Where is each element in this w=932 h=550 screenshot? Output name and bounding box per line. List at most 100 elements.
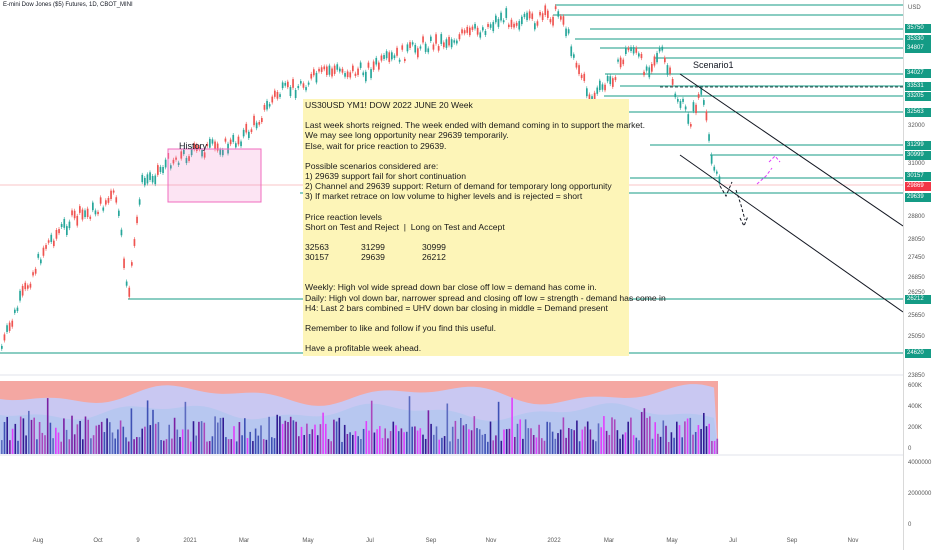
candle-body	[47, 240, 50, 243]
level-tag[interactable]: 26212	[905, 295, 931, 304]
volume-bar	[276, 414, 278, 454]
candle-body	[682, 98, 684, 102]
volume-bar	[468, 429, 470, 454]
volume-bar	[381, 438, 384, 454]
level-tag[interactable]: 35330	[905, 35, 931, 44]
price-tick: 32000	[908, 123, 925, 129]
level-tag[interactable]: 33205	[905, 92, 931, 101]
price-chart[interactable]	[0, 0, 903, 550]
volume-bar	[171, 438, 173, 454]
volume-bar	[181, 429, 184, 454]
volume-bar	[638, 440, 640, 454]
level-tag[interactable]: 34027	[905, 69, 931, 78]
volume-bar	[443, 436, 446, 454]
candle-body	[255, 122, 258, 129]
volume-tick: 400K	[908, 404, 923, 410]
level-tag[interactable]: 24620	[905, 349, 931, 358]
volume-bar	[173, 417, 176, 454]
volume-bar	[63, 418, 65, 454]
volume-bar	[422, 434, 424, 454]
candle-body	[638, 53, 640, 57]
volume-bar	[100, 421, 103, 454]
candle-body	[99, 197, 102, 204]
level-tag[interactable]: 30999	[905, 151, 931, 160]
candle-body	[214, 141, 216, 150]
candle-body	[263, 104, 266, 110]
volume-bar	[292, 420, 295, 454]
candle-body	[495, 15, 497, 23]
volume-bar	[692, 434, 694, 454]
volume-bar	[449, 441, 451, 454]
candle-body	[313, 69, 315, 76]
candle-body	[188, 156, 190, 161]
candle-body	[209, 138, 211, 148]
candle-body	[422, 36, 424, 43]
level-tag[interactable]: 31299	[905, 141, 931, 150]
volume-bar	[192, 421, 195, 454]
candle-body	[34, 268, 37, 274]
volume-bar	[122, 426, 125, 454]
level-value: 26212	[422, 252, 446, 263]
volume-bar	[352, 434, 354, 454]
volume-bar	[681, 437, 683, 454]
volume-bar	[146, 400, 149, 454]
volume-bar	[295, 421, 297, 454]
price-candles	[1, 3, 721, 351]
scenario-path-up	[756, 155, 781, 185]
level-tag[interactable]: 34807	[905, 44, 931, 53]
candle-body	[508, 24, 510, 28]
volume-bar	[500, 440, 503, 454]
candle-body	[666, 65, 669, 75]
candle-body	[250, 129, 253, 133]
candle-body	[318, 68, 320, 72]
candle-body	[651, 63, 653, 72]
time-label: May	[666, 538, 678, 544]
note-line: Weekly: High vol wide spread down bar cl…	[305, 282, 597, 293]
current-price-tag[interactable]: 29869	[905, 182, 931, 191]
candle-body	[159, 166, 162, 173]
volume-bar	[559, 429, 562, 454]
volume-bar	[492, 440, 494, 454]
volume-bar	[330, 441, 332, 454]
candle-body	[14, 309, 16, 313]
volume-bar	[416, 430, 419, 454]
volume-bar	[346, 433, 349, 454]
candle-body	[136, 216, 138, 224]
volume-bar	[530, 428, 532, 454]
candle-body	[710, 154, 713, 164]
candle-body	[700, 87, 703, 95]
level-tag[interactable]: 33531	[905, 82, 931, 91]
note-line: 2) Channel and 29639 support: Return of …	[305, 181, 612, 192]
volume-bar	[227, 439, 230, 454]
volume-bar	[335, 421, 338, 454]
volume-bar	[387, 438, 389, 454]
volume-bar	[136, 437, 138, 454]
level-tag[interactable]: 35750	[905, 24, 931, 33]
candle-body	[229, 139, 232, 145]
volume-bar	[244, 418, 246, 454]
level-tag[interactable]: 30157	[905, 172, 931, 181]
note-line: Possible scenarios considered are:	[305, 160, 439, 171]
volume-tick: 200K	[908, 425, 923, 431]
candle-body	[536, 21, 539, 26]
candle-body	[180, 151, 183, 159]
level-tag[interactable]: 29639	[905, 193, 931, 202]
candle-body	[601, 84, 604, 90]
candle-body	[240, 141, 242, 147]
level-value: 31299	[361, 242, 385, 253]
candle-body	[177, 162, 180, 165]
volume-bar	[484, 433, 486, 454]
volume-bar	[659, 436, 662, 454]
volume-bar	[541, 438, 543, 454]
time-axis[interactable]: Aug Oct 9 2021 Mar May Jul Sep Nov 2022 …	[0, 536, 903, 550]
volume-bar	[106, 418, 108, 454]
volume-bar	[397, 431, 400, 454]
price-axis[interactable]: USD 32000 31000 28800 28050 27450 26850 …	[903, 0, 932, 550]
volume-bar	[60, 441, 62, 454]
candle-body	[476, 27, 479, 35]
volume-bar	[349, 432, 351, 454]
level-tag[interactable]: 32563	[905, 108, 931, 117]
price-tick: 26250	[908, 290, 925, 296]
volume-bar	[549, 422, 551, 454]
volume-bar	[230, 439, 233, 454]
